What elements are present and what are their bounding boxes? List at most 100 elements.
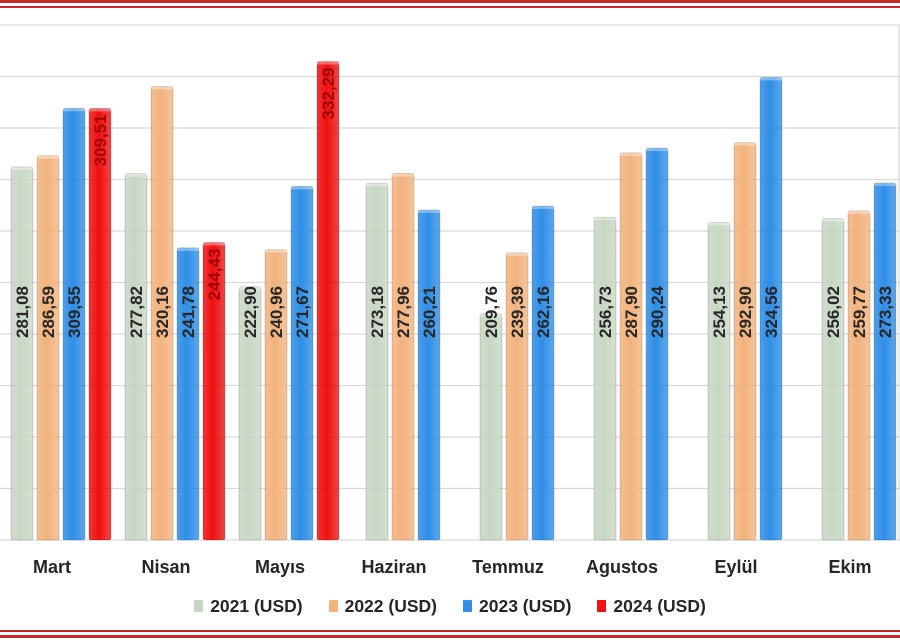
bar-cap [89, 108, 111, 112]
bar-cap [177, 247, 199, 251]
bar-cap [37, 155, 59, 159]
top-border-inner [0, 6, 900, 8]
value-label: 320,16 [153, 286, 172, 338]
legend-item: 2023 (USD) [463, 596, 571, 617]
category-label: Temmuz [472, 557, 544, 577]
bar-2023-mayıs [290, 186, 314, 541]
category-label: Mayıs [255, 557, 305, 577]
value-label: 309,51 [91, 114, 110, 166]
value-label: 262,16 [534, 286, 553, 338]
value-label: 292,90 [736, 286, 755, 338]
value-label: 286,59 [39, 286, 58, 338]
bar-cap [11, 166, 33, 170]
bars [10, 61, 897, 541]
legend-label: 2022 (USD) [344, 595, 437, 616]
bar-2024-mart [88, 108, 112, 541]
bar-cap [239, 286, 261, 290]
value-label: 259,77 [850, 286, 869, 338]
bar-2022-temmuz [505, 252, 529, 541]
legend-swatch [194, 600, 204, 612]
category-label: Mart [33, 557, 71, 577]
legend-label: 2021 (USD) [210, 595, 303, 616]
value-label: 222,90 [241, 286, 260, 338]
category-label: Ekim [828, 557, 871, 577]
bar-cap [392, 173, 414, 177]
bar-2022-mart [36, 155, 60, 541]
bar-2022-eylül [733, 142, 757, 541]
legend-label: 2023 (USD) [479, 595, 572, 616]
value-label: 244,43 [205, 248, 224, 300]
bar-2023-mart [62, 108, 86, 541]
bar-cap [203, 242, 225, 246]
bar-cap [125, 173, 147, 177]
value-label: 290,24 [648, 285, 667, 338]
bar-2023-haziran [417, 209, 441, 541]
category-label: Eylül [714, 557, 757, 577]
legend-item: 2021 (USD) [194, 595, 303, 617]
bar-cap [646, 148, 668, 152]
value-label: 281,08 [13, 286, 32, 338]
bar-cap [760, 77, 782, 81]
bar-2021-ekim [821, 218, 845, 541]
bar-2022-ekim [847, 210, 871, 541]
bar-2021-agustos [593, 216, 617, 541]
bar-cap [317, 61, 339, 65]
bar-cap [708, 222, 730, 226]
bar-2021-nisan [124, 173, 148, 541]
category-label: Haziran [361, 557, 426, 577]
value-label: 287,90 [622, 286, 641, 338]
bar-cap [532, 205, 554, 209]
bar-2023-nisan [176, 247, 200, 541]
bottom-border-inner [0, 630, 900, 632]
top-border-outer [0, 0, 900, 3]
legend-item: 2022 (USD) [328, 595, 437, 617]
value-label: 260,21 [420, 286, 439, 338]
bar-cap [63, 108, 85, 112]
bar-2023-temmuz [531, 205, 555, 541]
bar-cap [822, 218, 844, 222]
bar-2021-eylül [707, 222, 731, 541]
bottom-border-outer [0, 635, 900, 638]
bar-cap [848, 210, 870, 214]
value-label: 209,76 [482, 286, 501, 338]
legend-item: 2024 (USD) [597, 595, 706, 617]
bar-cap [151, 86, 173, 90]
category-labels: Mart Nisan Mayıs Haziran Temmuz Agustos Eylül E… [33, 557, 872, 577]
value-label: 256,02 [824, 286, 843, 338]
value-label: 277,96 [394, 286, 413, 338]
bar-2022-nisan [150, 86, 174, 541]
value-label: 241,78 [179, 286, 198, 338]
legend-label: 2024 (USD) [613, 595, 706, 616]
bar-cap [874, 182, 896, 186]
value-label: 324,56 [762, 286, 781, 338]
category-label: Agustos [586, 557, 658, 577]
bar-cap [506, 252, 528, 256]
value-label: 332,29 [319, 67, 338, 119]
value-label: 239,39 [508, 286, 527, 338]
legend: 2021 (USD) 2022 (USD) 2023 (USD) 2024 (USD) [0, 593, 900, 619]
bar-2023-eylül [759, 77, 783, 541]
bar-2022-haziran [391, 173, 415, 541]
bar-2021-haziran [365, 182, 389, 541]
value-label: 273,33 [876, 286, 895, 338]
bar-2021-mart [10, 166, 34, 541]
bar-2023-ekim [873, 182, 897, 541]
bar-cap [620, 152, 642, 156]
bar-2022-agustos [619, 152, 643, 541]
value-label: 271,67 [293, 286, 312, 338]
value-label: 256,73 [596, 286, 615, 338]
bar-2024-mayıs [316, 61, 340, 541]
bar-2021-temmuz [479, 313, 503, 541]
legend-swatch [463, 600, 472, 612]
bar-2024-nisan [202, 242, 226, 541]
legend-swatch [597, 600, 607, 612]
value-label: 273,18 [368, 286, 387, 338]
bar-cap [734, 142, 756, 146]
category-label: Nisan [141, 557, 190, 577]
bar-cap [480, 313, 502, 317]
bar-cap [265, 249, 287, 253]
value-label: 309,55 [65, 286, 84, 338]
bar-cap [291, 186, 313, 190]
bar-cap [366, 183, 388, 187]
